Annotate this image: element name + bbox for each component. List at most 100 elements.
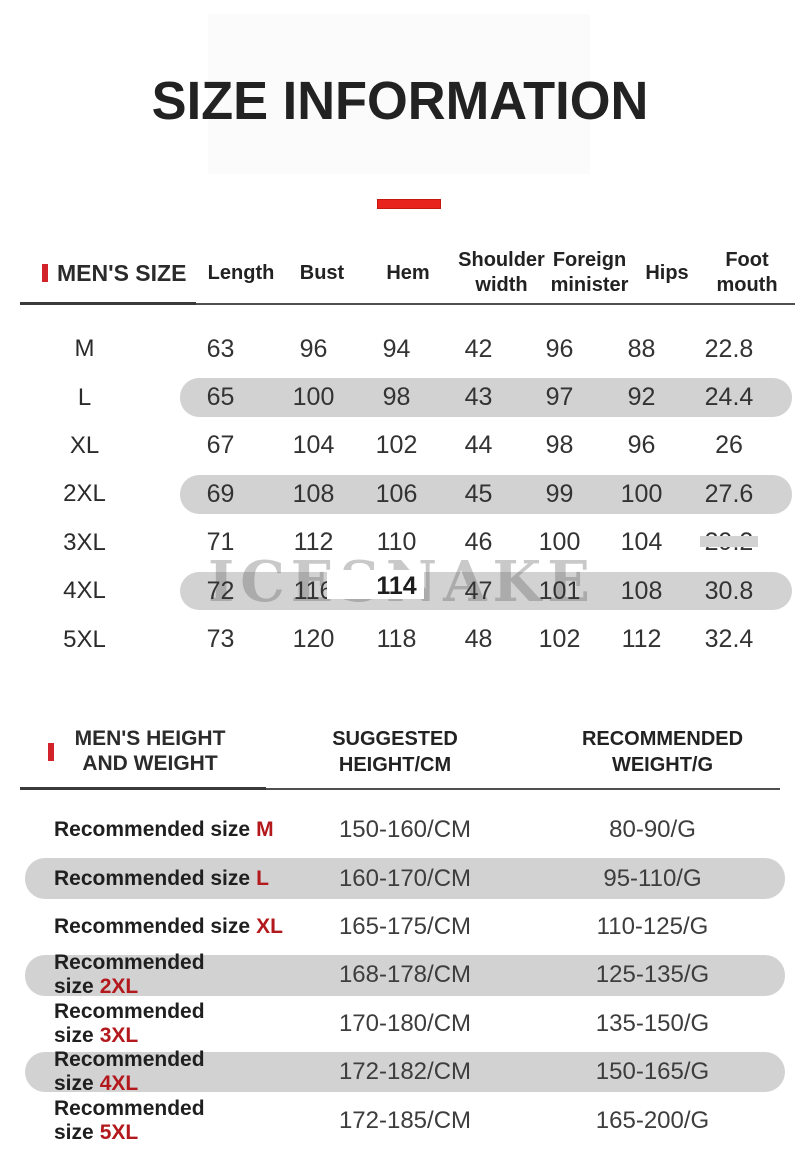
cell-waist: 102: [538, 625, 581, 654]
row-label-size: 5XL: [99, 1120, 139, 1144]
column-header-foot-mouth: Foot mouth: [716, 249, 778, 296]
cell-height: 160-170/CM: [338, 864, 472, 892]
cell-bust: 108: [292, 479, 335, 508]
cell-waist: 99: [545, 479, 574, 508]
section-title: MEN'S SIZE: [57, 259, 187, 286]
table-row-5xl: 5XL 73 120 118 48 102 112 32.4: [0, 615, 800, 663]
column-header-line1: RECOMMENDED: [581, 728, 744, 750]
cell-length: 73: [206, 625, 235, 654]
row-label: Recommended size XL: [0, 915, 290, 939]
cell-bust: 112: [293, 528, 334, 557]
cell-bust: 120: [292, 625, 335, 654]
column-header-line2: WEIGHT/G: [611, 754, 714, 776]
size-label: 2XL: [63, 480, 106, 508]
cell-weight: 150-165/G: [595, 1058, 710, 1086]
size-label: M: [74, 335, 95, 363]
row-label-size: M: [256, 818, 274, 842]
cell-shoulder: 47: [464, 576, 493, 605]
cell-waist: 96: [545, 334, 574, 363]
cell-length: 67: [206, 431, 235, 460]
cell-length: 71: [206, 528, 235, 557]
mens-size-section-label: MEN'S SIZE: [0, 260, 200, 287]
column-header-hem: Hem: [386, 261, 430, 284]
row-label-prefix: Recommended size: [54, 951, 205, 999]
cell-foot-mouth: 30.8: [704, 576, 754, 605]
table-row-4xl: 4XL 72 116 114 47 101 108 30.8: [0, 567, 800, 615]
size-label: L: [77, 383, 92, 411]
row-label: Recommended size M: [0, 818, 290, 842]
section-title-line1: MEN'S HEIGHT: [74, 727, 226, 750]
table-row-m: M 63 96 94 42 96 88 22.8: [0, 325, 800, 373]
row-label-prefix: Recommended size: [54, 866, 251, 890]
cell-weight: 80-90/G: [609, 816, 696, 844]
red-marker-icon: [42, 264, 48, 282]
cell-length: 65: [206, 383, 235, 412]
cell-foot-mouth: 22.8: [704, 334, 754, 363]
cell-foot-mouth: 29.2: [683, 528, 775, 557]
height-weight-table-header: MEN'S HEIGHT AND WEIGHT SUGGESTED HEIGHT…: [0, 718, 800, 784]
cell-shoulder: 44: [464, 431, 493, 460]
table-row-xl: Recommended size XL 165-175/CM 110-125/G: [0, 903, 800, 951]
header-divider-left: [20, 302, 196, 305]
cell-hem: 106: [375, 479, 418, 508]
cell-hips: 88: [627, 334, 656, 363]
table-row-2xl: Recommended size 2XL 168-178/CM 125-135/G: [0, 951, 800, 999]
cell-height: 172-182/CM: [338, 1058, 472, 1086]
table-row-l: L 65 100 98 43 97 92 24.4: [0, 373, 800, 421]
title-accent-bar: [377, 199, 441, 209]
column-header-line1: SUGGESTED: [332, 728, 458, 750]
cell-shoulder: 43: [464, 383, 493, 412]
cell-weight: 95-110/G: [603, 864, 702, 892]
page-title: SIZE INFORMATION: [151, 71, 649, 131]
cell-weight: 135-150/G: [595, 1009, 710, 1037]
cell-hem: 102: [375, 431, 418, 460]
table-row-5xl: Recommended size 5XL 172-185/CM 165-200/G: [0, 1096, 800, 1144]
size-label: 4XL: [63, 577, 106, 605]
cell-hem: 94: [382, 334, 411, 363]
cell-height: 172-185/CM: [338, 1106, 472, 1134]
column-header-length: Length: [207, 261, 275, 284]
row-label-size: 3XL: [99, 1023, 139, 1047]
cell-height: 168-178/CM: [338, 961, 472, 989]
row-label-size: XL: [256, 914, 283, 938]
table-row-2xl: 2XL 69 108 106 45 99 100 27.6: [0, 470, 800, 518]
gray-smudge-artifact: [700, 536, 758, 548]
cell-bust: 104: [292, 431, 335, 460]
table-row-3xl: 3XL 71 112 110 46 100 104 29.2: [0, 519, 800, 567]
header-divider-left: [20, 787, 266, 790]
header-divider: [20, 302, 795, 305]
row-label-prefix: Recommended size: [54, 999, 205, 1047]
cell-shoulder: 46: [464, 528, 493, 557]
cell-foot-mouth: 27.6: [704, 479, 754, 508]
cell-height: 165-175/CM: [338, 912, 472, 940]
size-label: XL: [69, 431, 100, 459]
cell-hem: 118: [376, 625, 417, 654]
row-label: Recommended size 5XL: [0, 1097, 290, 1145]
cell-shoulder: 42: [464, 334, 493, 363]
cell-hem-edited: 114: [327, 569, 438, 601]
column-header-recommended-weight: RECOMMENDED WEIGHT/G: [530, 726, 795, 778]
cell-waist: 97: [545, 383, 574, 412]
cell-shoulder: 45: [464, 479, 493, 508]
mens-size-table-body: M 63 96 94 42 96 88 22.8 L 65 100 98 43 …: [0, 325, 800, 664]
size-label: 3XL: [63, 528, 106, 556]
column-header-suggested-height: SUGGESTED HEIGHT/CM: [280, 726, 510, 778]
cell-height: 150-160/CM: [338, 816, 472, 844]
cell-hips: 100: [620, 479, 663, 508]
table-row-l: Recommended size L 160-170/CM 95-110/G: [0, 854, 800, 902]
section-title-line2: AND WEIGHT: [82, 752, 218, 775]
cell-length: 69: [206, 479, 235, 508]
cell-hips: 108: [620, 576, 663, 605]
cell-foot-mouth: 32.4: [704, 625, 754, 654]
cell-weight: 165-200/G: [595, 1106, 710, 1134]
cell-bust: 100: [292, 383, 335, 412]
row-label-size: 4XL: [99, 1072, 139, 1096]
row-label-prefix: Recommended size: [54, 818, 251, 842]
row-label: Recommended size 2XL: [0, 951, 290, 999]
column-header-hips: Hips: [645, 261, 689, 284]
cell-weight: 125-135/G: [595, 961, 710, 989]
cell-hips: 104: [620, 528, 663, 557]
cell-waist: 100: [538, 528, 581, 557]
row-label: Recommended size 4XL: [0, 1048, 290, 1096]
header-divider: [20, 787, 780, 790]
